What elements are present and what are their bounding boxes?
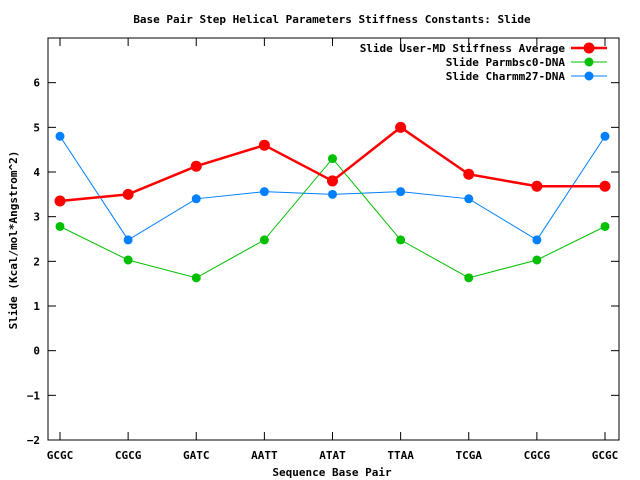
x-tick-label: GATC (183, 449, 210, 462)
y-tick-label: −1 (27, 389, 41, 402)
data-point (123, 235, 133, 245)
data-point (396, 187, 406, 197)
y-tick-label: 3 (33, 211, 40, 224)
x-axis-label: Sequence Base Pair (272, 466, 392, 479)
data-point (464, 273, 474, 283)
data-point (531, 180, 543, 192)
y-tick-label: 0 (33, 345, 40, 358)
data-point (464, 194, 474, 204)
legend-label: Slide User-MD Stiffness Average (360, 42, 566, 55)
data-point (599, 180, 611, 192)
x-tick-label: CGCG (115, 449, 142, 462)
legend-marker (584, 57, 594, 67)
data-point (259, 235, 269, 245)
y-tick-label: 5 (33, 121, 40, 134)
series-1 (54, 121, 611, 207)
y-axis-label: Slide (Kcal/mol*Angstrom^2) (7, 151, 20, 330)
legend-label: Slide Charmm27-DNA (446, 70, 566, 83)
data-point (191, 194, 201, 204)
data-point (327, 175, 338, 187)
data-point (328, 154, 337, 164)
y-tick-label: 1 (33, 300, 40, 313)
plot-frame (47, 37, 620, 441)
legend-marker (584, 71, 594, 81)
x-tick-label: ATAT (319, 449, 346, 462)
y-tick-label: −2 (27, 434, 40, 447)
data-point (54, 195, 66, 207)
data-point (259, 187, 269, 197)
data-point (122, 188, 134, 200)
data-point (600, 131, 610, 141)
y-tick-label: 4 (33, 166, 40, 179)
x-tick-label: CGCG (524, 449, 551, 462)
x-tick-label: GCGC (47, 449, 74, 462)
x-tick-label: AATT (251, 449, 278, 462)
data-point (532, 255, 542, 265)
data-point (328, 189, 337, 199)
series-2 (55, 154, 610, 283)
data-point (600, 221, 610, 231)
data-point (190, 160, 202, 172)
data-point (55, 221, 65, 231)
legend-label: Slide Parmbsc0-DNA (446, 56, 566, 69)
x-tick-label: TCGA (456, 449, 483, 462)
data-point (55, 131, 65, 141)
x-tick-label: GCGC (592, 449, 619, 462)
data-point (123, 255, 133, 265)
legend-marker (583, 42, 595, 54)
data-point (532, 235, 542, 245)
data-point (395, 121, 407, 133)
x-tick-label: TTAA (387, 449, 414, 462)
data-point (258, 139, 270, 151)
y-tick-label: 2 (33, 255, 40, 268)
chart-title: Base Pair Step Helical Parameters Stiffn… (133, 13, 531, 26)
series-3 (55, 131, 610, 245)
data-point (396, 235, 406, 245)
data-point (463, 168, 475, 180)
series-layer (54, 121, 611, 283)
y-tick-label: 6 (33, 77, 40, 90)
data-point (191, 273, 201, 283)
axes: −2 −1 0 1 2 3 4 5 6 GCGC CGCG GATC AATT ATAT TTAA TCGA C… (27, 37, 620, 462)
